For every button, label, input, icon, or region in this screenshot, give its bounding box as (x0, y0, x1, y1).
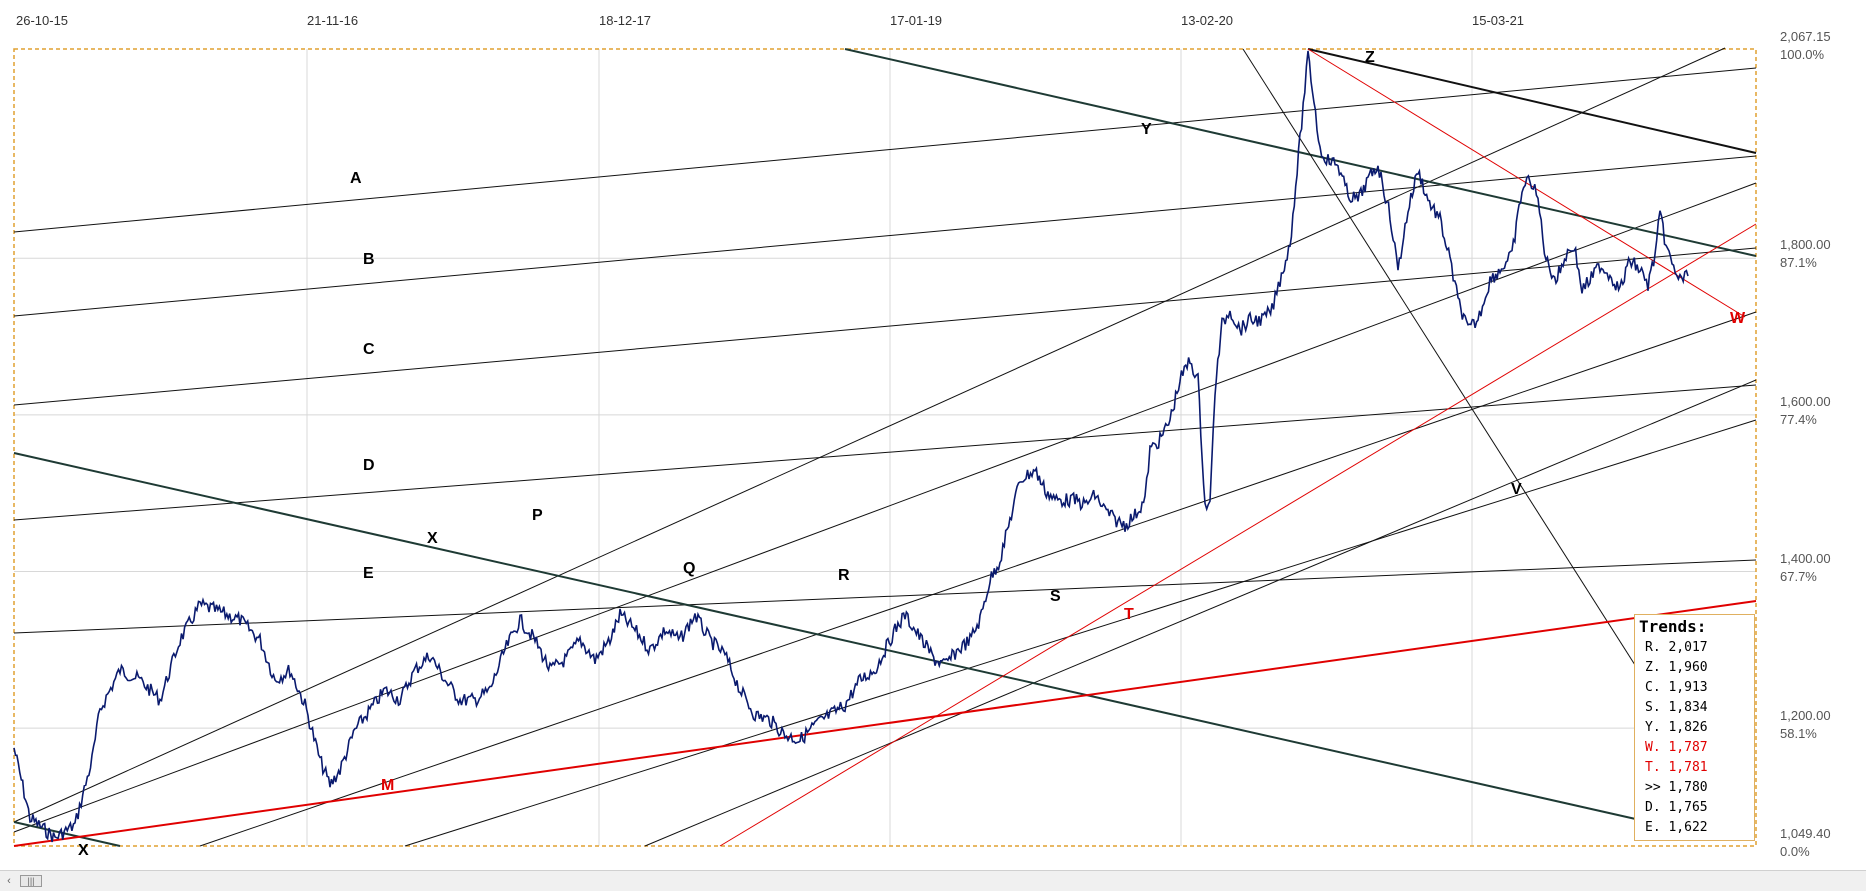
trendline (199, 311, 1757, 847)
trendline (13, 384, 1757, 521)
trend-row: R. 2,017 (1645, 640, 1708, 655)
y-tick-price: 1,200.00 (1780, 708, 1831, 723)
trend-row: T. 1,781 (1645, 760, 1708, 775)
trendline (13, 821, 121, 847)
y-tick-pct: 87.1% (1780, 255, 1817, 270)
x-tick-label: 13-02-20 (1181, 13, 1233, 28)
trendline-label: T (1124, 606, 1134, 623)
trend-row: Z. 1,960 (1645, 660, 1708, 675)
x-tick-label: 15-03-21 (1472, 13, 1524, 28)
scroll-thumb[interactable]: ||| (20, 875, 42, 887)
y-tick-pct: 0.0% (1780, 844, 1810, 859)
trendline-label: A (350, 170, 362, 187)
trendline-label: C (363, 341, 375, 358)
trends-panel: Trends: R. 2,017 Z. 1,960 C. 1,913 S. 1,834… (1634, 614, 1755, 841)
horizontal-scrollbar[interactable]: ‹ ||| (0, 870, 1866, 891)
trendline (13, 182, 1757, 833)
trend-row: W. 1,787 (1645, 740, 1708, 755)
x-tick-label: 18-12-17 (599, 13, 651, 28)
trendline-label: Q (683, 560, 695, 577)
trendline (1307, 48, 1757, 154)
y-axis: 2,067.15 100.0% 1,800.00 87.1% 1,600.00 77.4%… (1780, 29, 1831, 859)
trendline-label: E (363, 565, 374, 582)
trend-row: D. 1,765 (1645, 800, 1708, 815)
y-tick-price: 1,800.00 (1780, 237, 1831, 252)
trendline (13, 155, 1757, 317)
trend-row: S. 1,834 (1645, 700, 1708, 715)
trendline-label: S (1050, 588, 1061, 605)
x-tick-label: 26-10-15 (16, 13, 68, 28)
trendline (13, 452, 1641, 821)
price-series-line (13, 50, 1689, 843)
trendline (404, 419, 1757, 847)
trendline-label: M (381, 777, 394, 794)
trendlines (13, 47, 1757, 847)
trendline-label: V (1511, 481, 1522, 498)
trendline (13, 67, 1757, 233)
x-tick-label: 17-01-19 (890, 13, 942, 28)
trendline (1242, 48, 1636, 666)
trendline-label: P (532, 507, 543, 524)
y-tick-pct: 100.0% (1780, 47, 1825, 62)
x-tick-label: 21-11-16 (307, 13, 358, 28)
trendline-label: R (838, 567, 850, 584)
trendline-label: Z (1365, 49, 1375, 66)
trendline (13, 559, 1757, 634)
y-tick-pct: 58.1% (1780, 726, 1817, 741)
trendline-labels: A B C D E X P Q R S Y Z V X M T W (78, 49, 1746, 859)
trendline (13, 47, 1726, 823)
plot-border (13, 48, 1757, 847)
trendline-label: W (1730, 310, 1746, 327)
price-chart: A B C D E X P Q R S Y Z V X M T W 26-10-15 21-11-16 18-12-… (13, 13, 1831, 859)
trendline-label: D (363, 457, 375, 474)
y-tick-price: 1,600.00 (1780, 394, 1831, 409)
trend-row: Y. 1,826 (1645, 720, 1708, 735)
trendline (13, 600, 1757, 847)
trend-row: E. 1,622 (1645, 820, 1708, 835)
y-tick-pct: 67.7% (1780, 569, 1817, 584)
trendline-label: Y (1141, 121, 1152, 138)
trendline-label: X (78, 842, 89, 859)
scroll-left-arrow-icon[interactable]: ‹ (7, 875, 11, 887)
trendline (13, 247, 1757, 406)
trendline (644, 379, 1757, 847)
x-axis: 26-10-15 21-11-16 18-12-17 17-01-19 13-02-20… (16, 13, 1524, 28)
y-tick-price: 1,400.00 (1780, 551, 1831, 566)
trendline (844, 48, 1757, 257)
trends-title: Trends: (1639, 617, 1707, 636)
trend-row: C. 1,913 (1645, 680, 1708, 695)
trendline-label: X (427, 530, 438, 547)
trendline-label: B (363, 251, 375, 268)
y-tick-price: 2,067.15 (1780, 29, 1831, 44)
y-tick-pct: 77.4% (1780, 412, 1817, 427)
trend-row: >> 1,780 (1645, 780, 1708, 795)
chart-grid (14, 49, 1756, 846)
trendline (719, 223, 1757, 847)
y-tick-price: 1,049.40 (1780, 826, 1831, 841)
